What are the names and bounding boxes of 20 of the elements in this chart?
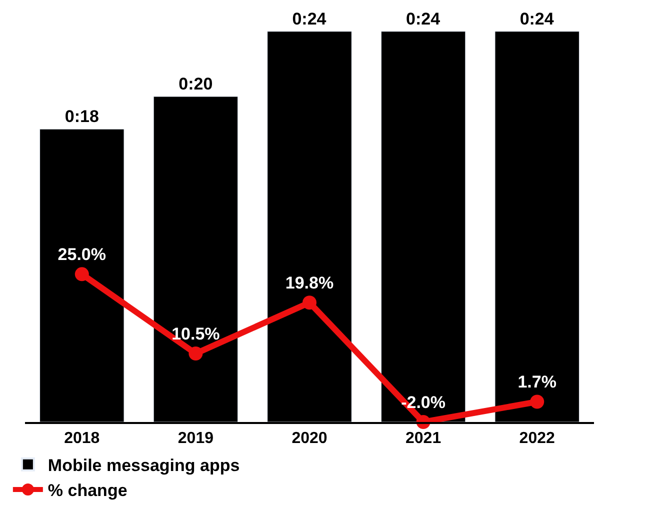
data-label: 0:24 bbox=[406, 9, 441, 28]
data-label: 0:24 bbox=[292, 9, 327, 28]
x-tick-label: 2022 bbox=[519, 430, 555, 447]
x-tick-label: 2021 bbox=[406, 430, 442, 447]
x-tick-label: 2019 bbox=[178, 430, 214, 447]
legend-label: Mobile messaging apps bbox=[48, 456, 240, 476]
data-label: 19.8% bbox=[285, 274, 334, 293]
data-label: 1.7% bbox=[518, 372, 556, 392]
data-label: 0:18 bbox=[64, 107, 99, 126]
legend-label: % change bbox=[48, 481, 128, 500]
data-label: 0:24 bbox=[520, 9, 554, 28]
data-label: 0:20 bbox=[178, 74, 213, 94]
point bbox=[302, 296, 316, 310]
x-tick-label: 2020 bbox=[292, 430, 328, 447]
data-label: 25.0% bbox=[58, 245, 106, 264]
point bbox=[530, 394, 544, 409]
point bbox=[188, 346, 203, 361]
data-label: 10.5% bbox=[172, 324, 220, 344]
point bbox=[74, 267, 89, 282]
x-tick-label: 2018 bbox=[64, 430, 100, 447]
